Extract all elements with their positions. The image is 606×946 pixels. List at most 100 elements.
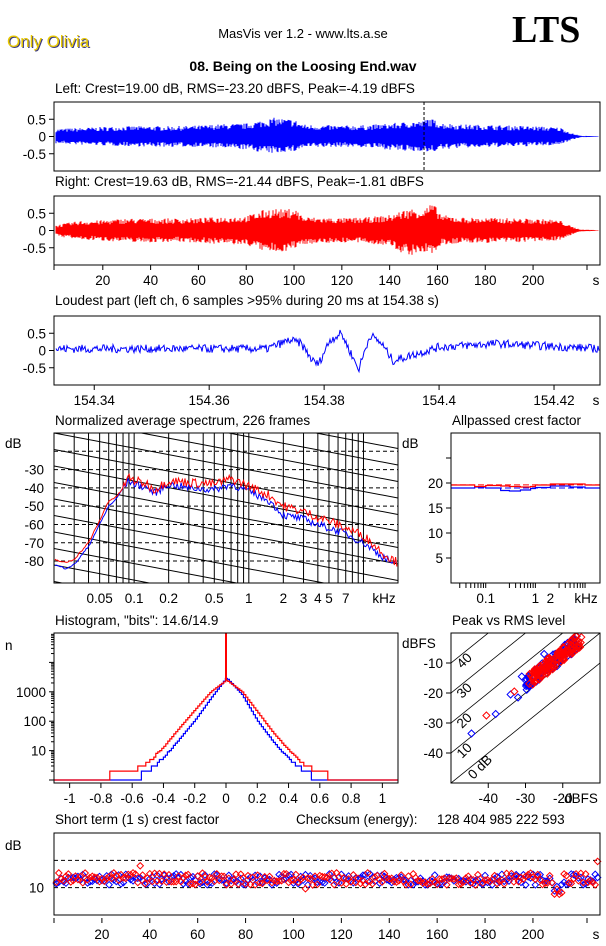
loudest-part-title: Loudest part (left ch, 6 samples >95% du… bbox=[55, 293, 439, 308]
crest-point-right bbox=[466, 879, 475, 887]
spectrum-ytick-label: -80 bbox=[24, 554, 44, 569]
peak-rms-frame bbox=[450, 632, 601, 784]
peak-rms-ytick-label: -40 bbox=[423, 746, 443, 761]
spectrum-slope-line bbox=[54, 548, 240, 583]
peak-rms-point-right bbox=[567, 636, 577, 646]
peak-rms-point-right bbox=[568, 646, 577, 655]
crest-point-right bbox=[438, 875, 446, 884]
crest-point-right bbox=[445, 874, 454, 883]
peak-rms-point-right bbox=[536, 671, 545, 680]
crest-point-right bbox=[181, 871, 190, 880]
crest-point-right bbox=[457, 879, 466, 888]
allpassed-ylabel: dB bbox=[402, 436, 419, 451]
peak-rms-point-right bbox=[544, 660, 554, 670]
crest-point-right bbox=[200, 872, 209, 881]
crest-point-right bbox=[450, 875, 458, 883]
loudest-part-xtick-label: 154.42 bbox=[533, 393, 574, 408]
crest-point-left bbox=[591, 870, 600, 879]
crest-reference-line bbox=[451, 662, 600, 783]
histogram-title: Histogram, "bits": 14.6/14.9 bbox=[55, 613, 219, 628]
track-title: 08. Being on the Loosing End.wav bbox=[189, 58, 417, 74]
crest-point-right bbox=[296, 875, 305, 884]
crest-point-right bbox=[500, 879, 509, 888]
crest-point-right bbox=[581, 870, 590, 878]
spectrum-slope-line bbox=[138, 433, 398, 482]
left-waveform-signal bbox=[55, 117, 599, 153]
peak-rms-point-right bbox=[548, 661, 558, 670]
crest-point-right bbox=[193, 872, 202, 880]
crest-point-right bbox=[301, 884, 310, 893]
loudest-part-xtick-label: 154.4 bbox=[422, 393, 456, 408]
crest-point-left bbox=[105, 880, 113, 889]
crest-point-right bbox=[66, 878, 75, 886]
crest-point-right bbox=[188, 879, 197, 888]
spectrum-ytick-label: -40 bbox=[24, 481, 44, 496]
crest-point-right bbox=[279, 869, 288, 878]
spectrum-slope-line bbox=[54, 465, 398, 532]
crest-point-right bbox=[354, 874, 363, 883]
crest-point-right bbox=[370, 873, 379, 881]
spectrum-slope-line bbox=[54, 449, 398, 515]
right-waveform-ytick-label: 0.5 bbox=[27, 206, 46, 221]
histogram-xtick-label: -0.8 bbox=[89, 791, 112, 806]
crest-point-right bbox=[138, 871, 147, 880]
crest-point-right bbox=[521, 872, 530, 881]
peak-rms-point-left bbox=[517, 672, 526, 681]
time-axis-label: 40 bbox=[143, 273, 158, 288]
crest-point-right bbox=[224, 874, 233, 883]
crest-point-right bbox=[512, 872, 521, 881]
spectrum-slope-line bbox=[54, 301, 398, 366]
spectrum-slope-line bbox=[54, 433, 398, 499]
crest-point-right bbox=[100, 877, 109, 886]
short-term-crest-xtick-label: 140 bbox=[378, 927, 401, 942]
spectrum-slope-line bbox=[54, 285, 398, 350]
crest-point-right bbox=[423, 880, 432, 888]
crest-point-right bbox=[562, 871, 571, 880]
peak-rms-point-right bbox=[544, 657, 553, 666]
peak-rms-point-right bbox=[533, 674, 543, 683]
spectrum-ytick-label: -70 bbox=[24, 536, 44, 551]
histogram-xtick-label: 1 bbox=[379, 791, 387, 806]
crest-point-right bbox=[253, 871, 262, 880]
crest-point-right bbox=[557, 888, 566, 897]
crest-point-left bbox=[224, 871, 233, 880]
peak-rms-title: Peak vs RMS level bbox=[452, 613, 566, 628]
peak-rms-point-right bbox=[528, 668, 537, 677]
peak-rms-point-left bbox=[513, 693, 523, 702]
crest-point-left bbox=[200, 871, 209, 879]
crest-point-right bbox=[454, 880, 463, 889]
crest-point-right bbox=[83, 875, 92, 884]
crest-point-right bbox=[306, 874, 315, 883]
peak-rms-xtick-label: -20 bbox=[553, 791, 573, 806]
crest-point-right bbox=[574, 876, 583, 885]
crest-reference-line bbox=[451, 633, 564, 724]
crest-point-right bbox=[117, 870, 125, 879]
crest-point-right bbox=[385, 874, 394, 883]
crest-point-left bbox=[529, 870, 537, 879]
short-term-crest-ytick-label: 10 bbox=[29, 881, 44, 896]
spectrum-ytick-label: -60 bbox=[24, 517, 44, 532]
crest-point-left bbox=[222, 879, 231, 888]
peak-rms-xunit: dBFS bbox=[564, 791, 598, 806]
crest-point-right bbox=[478, 879, 487, 887]
left-waveform-ytick-label: 0.5 bbox=[27, 112, 46, 127]
histogram-xtick-label: -1 bbox=[64, 791, 76, 806]
peak-rms-point-left bbox=[467, 729, 476, 738]
crest-point-right bbox=[208, 874, 216, 882]
crest-point-right bbox=[141, 879, 149, 888]
crest-point-right bbox=[155, 869, 164, 878]
peak-rms-point-right bbox=[530, 665, 539, 674]
peak-rms-point-right bbox=[530, 667, 539, 677]
loudest-part-xtick-label: 154.38 bbox=[303, 393, 344, 408]
crest-point-left bbox=[227, 876, 236, 885]
peak-rms-point-right bbox=[559, 655, 569, 665]
crest-point-left bbox=[112, 877, 121, 886]
crest-point-right bbox=[363, 869, 372, 877]
peak-rms-point-right bbox=[558, 655, 567, 665]
crest-point-right bbox=[62, 872, 70, 881]
time-axis-unit: s bbox=[593, 273, 600, 288]
histogram-xtick-label: 0.6 bbox=[310, 791, 329, 806]
time-axis-label: 160 bbox=[426, 273, 449, 288]
peak-rms-ytick-label: -30 bbox=[423, 716, 443, 731]
